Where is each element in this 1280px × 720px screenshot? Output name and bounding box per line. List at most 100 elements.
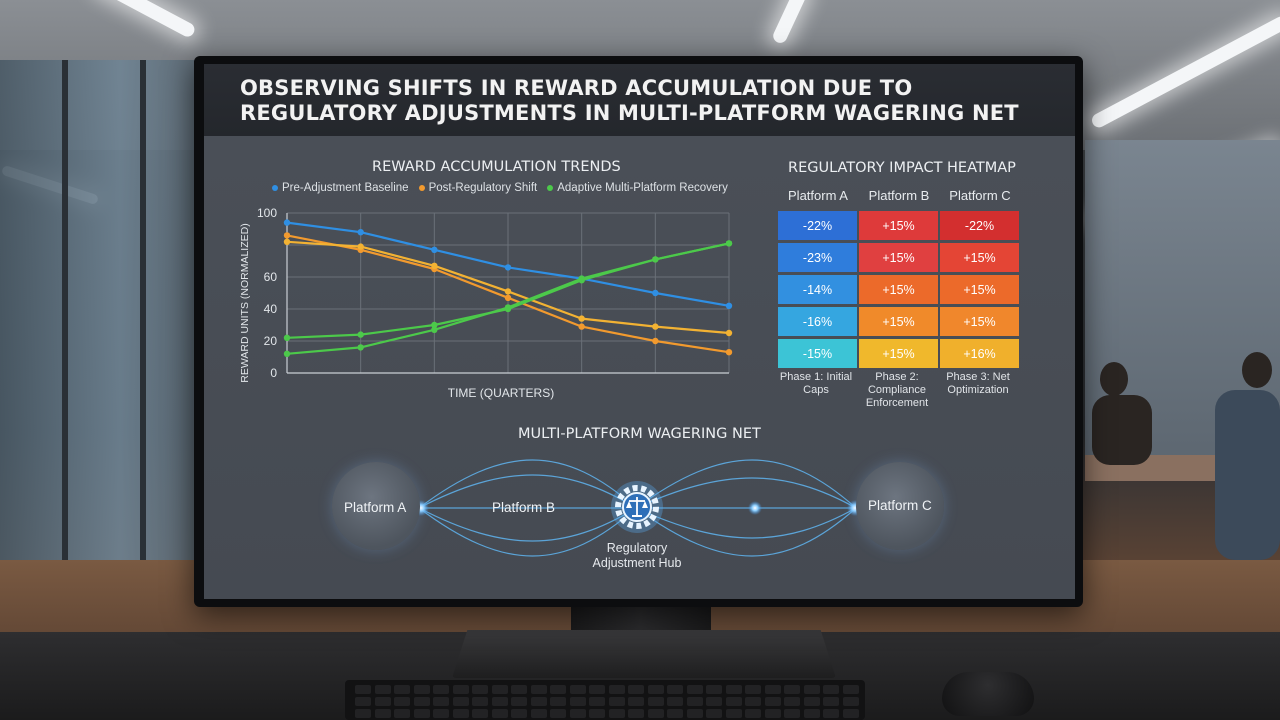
keyboard-key <box>394 709 410 718</box>
data-point <box>504 288 512 295</box>
keyboard-key <box>491 709 508 718</box>
data-point <box>431 246 438 253</box>
y-tick-label: 40 <box>264 302 278 316</box>
heatmap-cell: +15% <box>940 243 1019 272</box>
keyboard-key <box>569 697 586 706</box>
platform-c-node[interactable] <box>856 462 944 550</box>
keyboard-key <box>569 709 586 718</box>
keyboard-key <box>803 709 820 718</box>
data-point <box>725 240 733 247</box>
keyboard-key <box>511 685 527 694</box>
glass-frame <box>140 60 146 620</box>
y-tick-label: 100 <box>257 206 277 220</box>
heatmap-cell: +15% <box>859 211 938 240</box>
heatmap-cell: -16% <box>778 307 857 336</box>
data-point <box>578 277 585 284</box>
data-point <box>652 256 659 263</box>
platform-c-label: Platform C <box>868 498 932 513</box>
network-link <box>635 507 857 557</box>
keyboard-key <box>472 697 488 706</box>
heatmap-phase-label: Phase 2: Compliance Enforcement <box>865 371 929 409</box>
trends-title: REWARD ACCUMULATION TRENDS <box>372 159 621 175</box>
keyboard-key <box>355 709 371 718</box>
legend-swatch <box>547 184 554 191</box>
keyboard-key <box>355 697 371 706</box>
data-point <box>431 321 438 329</box>
keyboard-key <box>589 685 605 694</box>
heatmap-column-header: Platform A <box>788 188 848 203</box>
keyboard-key <box>413 709 430 718</box>
network-link <box>635 477 857 509</box>
keyboard-key <box>394 697 410 706</box>
heatmap-cell: -22% <box>940 211 1019 240</box>
keyboard-key <box>706 697 722 706</box>
heatmap-cell: +16% <box>940 339 1019 368</box>
data-point <box>357 344 364 351</box>
heatmap-cell: +15% <box>859 275 938 304</box>
keyboard-key <box>842 685 859 694</box>
keyboard-key <box>706 685 722 694</box>
keyboard-key <box>647 697 664 706</box>
dashboard-header <box>204 64 1075 136</box>
data-point <box>504 305 512 313</box>
data-point <box>357 243 364 250</box>
legend-label: Post-Regulatory Shift <box>428 182 538 194</box>
data-point <box>652 337 659 345</box>
network-title: MULTI-PLATFORM WAGERING NET <box>518 426 761 442</box>
network-link <box>635 459 857 509</box>
network-link <box>418 507 637 542</box>
keyboard-key <box>608 697 625 706</box>
network-signal-dot <box>748 501 762 515</box>
data-point <box>504 264 512 271</box>
data-point <box>283 334 291 341</box>
keyboard-key <box>374 697 391 706</box>
platform-b-label: Platform B <box>492 500 556 515</box>
keyboard-key <box>511 697 527 706</box>
y-tick-label: 0 <box>270 366 277 380</box>
keyboard-key <box>647 685 664 694</box>
keyboard-key <box>530 685 547 694</box>
background-person <box>1092 395 1152 465</box>
heatmap-cell: -23% <box>778 243 857 272</box>
keyboard-key <box>433 685 449 694</box>
keyboard-key <box>803 685 820 694</box>
keyboard-key <box>413 685 430 694</box>
platform-a-node[interactable] <box>332 462 420 550</box>
data-point <box>283 232 291 239</box>
heatmap-cell: +15% <box>859 339 938 368</box>
legend-label: Adaptive Multi-Platform Recovery <box>557 182 728 194</box>
keyboard-key <box>452 685 469 694</box>
keyboard-key <box>394 685 410 694</box>
keyboard-key <box>784 685 800 694</box>
heatmap-cell: -22% <box>778 211 857 240</box>
keyboard-key <box>530 709 547 718</box>
heatmap-column-header: Platform C <box>949 188 1011 203</box>
monitor-base <box>452 630 836 678</box>
keyboard-key <box>628 697 644 706</box>
data-point <box>504 294 512 301</box>
keyboard-key <box>355 685 371 694</box>
keyboard-key <box>550 685 566 694</box>
keyboard-key <box>725 697 742 706</box>
heatmap-cell: -15% <box>778 339 857 368</box>
glass-frame <box>62 60 68 620</box>
keyboard-key <box>745 697 761 706</box>
keyboard-key <box>452 709 469 718</box>
keyboard-key <box>530 697 547 706</box>
keyboard-key <box>803 697 820 706</box>
keyboard-key <box>686 697 703 706</box>
keyboard-key <box>433 697 449 706</box>
keyboard-key <box>823 697 839 706</box>
heatmap-phase-label: Phase 1: Initial Caps <box>779 371 853 396</box>
data-point <box>578 315 585 322</box>
keyboard-key <box>686 709 703 718</box>
keyboard-key <box>472 685 488 694</box>
keyboard-key <box>452 697 469 706</box>
keyboard-key <box>823 709 839 718</box>
network-link <box>418 474 637 509</box>
network-link <box>635 507 857 539</box>
keyboard-key <box>472 709 488 718</box>
background-person <box>1215 390 1280 560</box>
gear-scales-icon[interactable] <box>609 479 665 535</box>
keyboard-key <box>589 709 605 718</box>
